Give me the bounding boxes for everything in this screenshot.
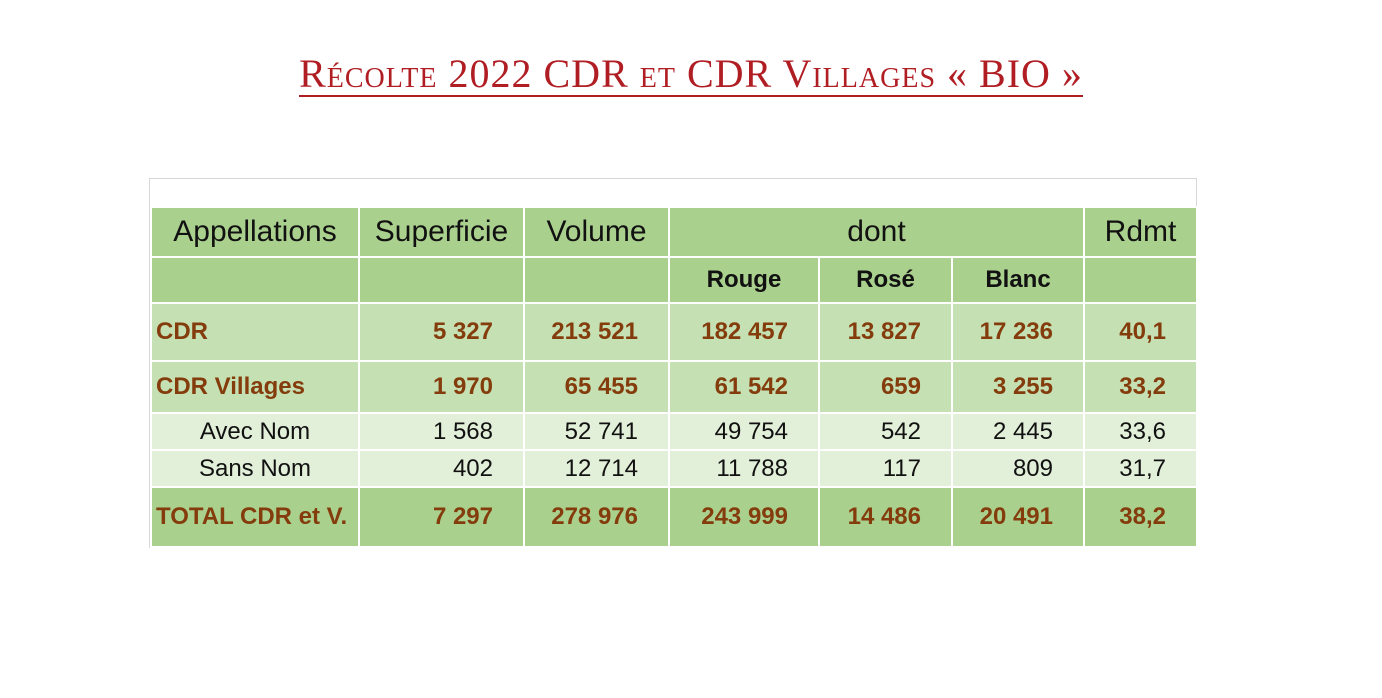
table-row: Sans Nom 402 12 714 11 788 117 809 31,7 <box>150 449 1198 488</box>
cell-rouge: 243 999 <box>668 486 820 548</box>
title-text: Récolte 2022 CDR et CDR Villages « BIO » <box>299 51 1083 97</box>
header-row-1: Appellations Superficie Volume dont Rdmt <box>150 206 1198 258</box>
cell-name: CDR Villages <box>150 360 360 414</box>
cell-rouge: 11 788 <box>668 449 820 488</box>
cell-superficie: 7 297 <box>358 486 525 548</box>
header-volume: Volume <box>523 206 670 258</box>
header-empty-cell <box>523 256 670 304</box>
table-row: CDR 5 327 213 521 182 457 13 827 17 236 … <box>150 302 1198 362</box>
cell-volume: 65 455 <box>523 360 670 414</box>
header-dont: dont <box>668 206 1085 258</box>
header-empty-cell <box>150 256 360 304</box>
cell-rose: 14 486 <box>818 486 953 548</box>
cell-volume: 12 714 <box>523 449 670 488</box>
cell-rose: 659 <box>818 360 953 414</box>
cell-blanc: 17 236 <box>951 302 1085 362</box>
header-blanc: Blanc <box>951 256 1085 304</box>
table-row-total: TOTAL CDR et V. 7 297 278 976 243 999 14… <box>150 486 1198 548</box>
cell-name: CDR <box>150 302 360 362</box>
cell-rdmt: 33,6 <box>1083 412 1198 451</box>
cell-superficie: 5 327 <box>358 302 525 362</box>
cell-rose: 117 <box>818 449 953 488</box>
cell-blanc: 20 491 <box>951 486 1085 548</box>
cell-blanc: 2 445 <box>951 412 1085 451</box>
cell-rdmt: 40,1 <box>1083 302 1198 362</box>
table-row: CDR Villages 1 970 65 455 61 542 659 3 2… <box>150 360 1198 414</box>
cell-name: Sans Nom <box>150 449 360 488</box>
cell-superficie: 402 <box>358 449 525 488</box>
cell-volume: 52 741 <box>523 412 670 451</box>
cell-rouge: 182 457 <box>668 302 820 362</box>
header-rose: Rosé <box>818 256 953 304</box>
cell-blanc: 809 <box>951 449 1085 488</box>
cell-name: Avec Nom <box>150 412 360 451</box>
cell-volume: 278 976 <box>523 486 670 548</box>
header-row-2: Rouge Rosé Blanc <box>150 256 1198 304</box>
table-row: Avec Nom 1 568 52 741 49 754 542 2 445 3… <box>150 412 1198 451</box>
harvest-table: Appellations Superficie Volume dont Rdmt… <box>150 206 1198 548</box>
cell-rdmt: 31,7 <box>1083 449 1198 488</box>
page-title: Récolte 2022 CDR et CDR Villages « BIO » <box>0 52 1382 97</box>
cell-rose: 542 <box>818 412 953 451</box>
cell-superficie: 1 970 <box>358 360 525 414</box>
cell-blanc: 3 255 <box>951 360 1085 414</box>
header-superficie: Superficie <box>358 206 525 258</box>
cell-rouge: 61 542 <box>668 360 820 414</box>
cell-rdmt: 33,2 <box>1083 360 1198 414</box>
cell-rose: 13 827 <box>818 302 953 362</box>
cell-name: TOTAL CDR et V. <box>150 486 360 548</box>
cell-superficie: 1 568 <box>358 412 525 451</box>
header-empty-cell <box>358 256 525 304</box>
header-appellations: Appellations <box>150 206 360 258</box>
cell-volume: 213 521 <box>523 302 670 362</box>
cell-rdmt: 38,2 <box>1083 486 1198 548</box>
header-rdmt: Rdmt <box>1083 206 1198 258</box>
header-rouge: Rouge <box>668 256 820 304</box>
header-empty-cell <box>1083 256 1198 304</box>
cell-rouge: 49 754 <box>668 412 820 451</box>
